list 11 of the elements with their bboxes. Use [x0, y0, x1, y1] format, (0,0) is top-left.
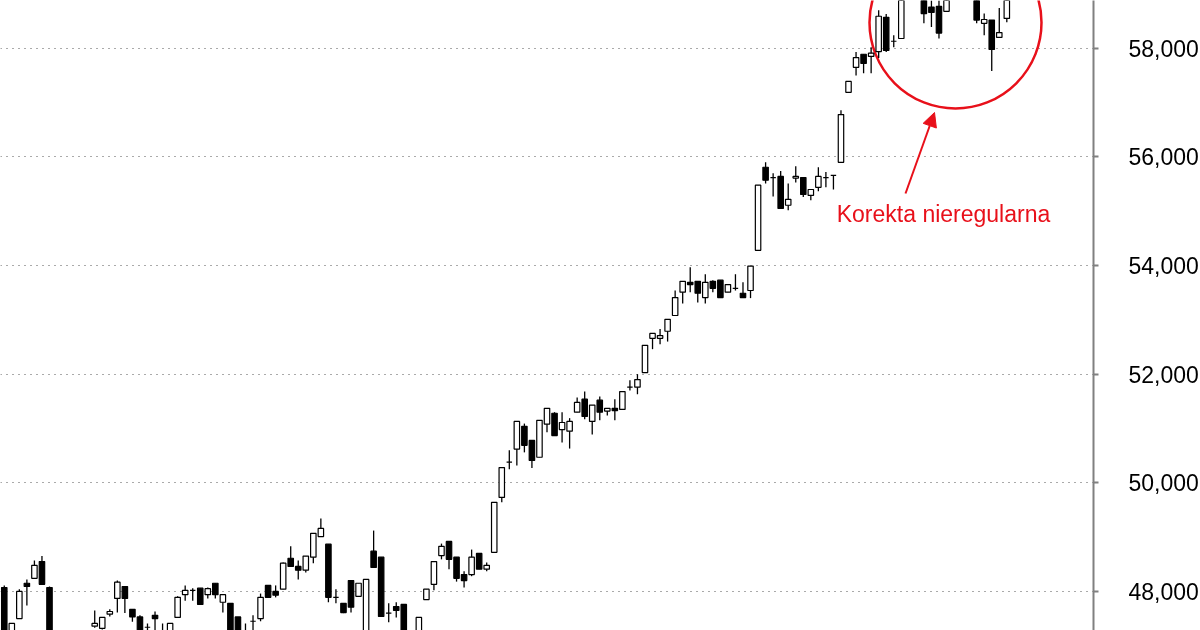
candlestick	[664, 318, 671, 343]
candlestick	[174, 595, 181, 619]
y-tick-label: 50,000	[1128, 470, 1199, 497]
y-tick-label: 52,000	[1128, 361, 1199, 388]
y-tick-label: 56,000	[1128, 144, 1199, 171]
candlestick	[430, 560, 438, 591]
candlestick	[671, 289, 679, 317]
y-tick-label: 48,000	[1128, 578, 1199, 605]
y-tick-label: 58,000	[1128, 35, 1199, 62]
annotation: Korekta nieregularna	[836, 200, 1051, 227]
y-tick-label: 54,000	[1128, 253, 1199, 280]
